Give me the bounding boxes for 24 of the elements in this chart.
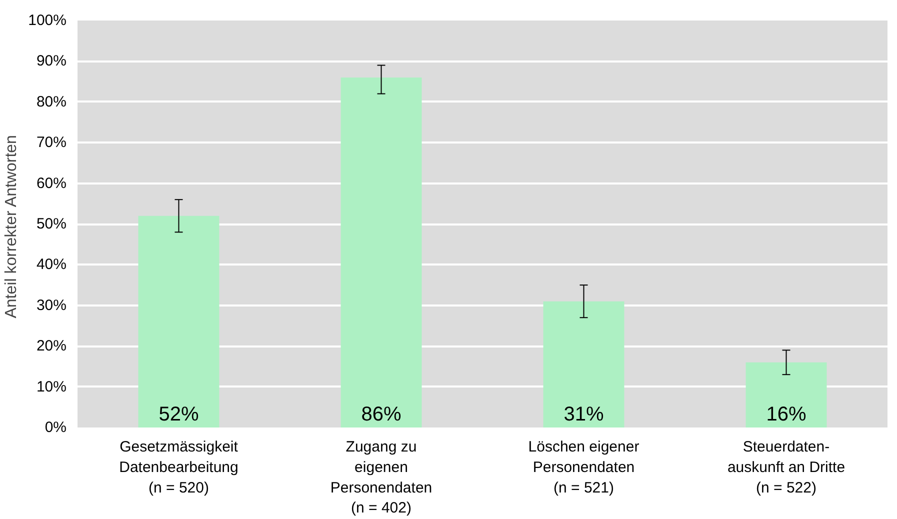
- y-axis-title: Anteil korrekter Antworten: [3, 135, 20, 318]
- bar: [340, 77, 422, 428]
- y-tick-label: 10%: [36, 378, 67, 396]
- y-tick-label: 70%: [36, 134, 67, 152]
- y-tick-label: 0%: [44, 419, 67, 436]
- x-tick-label: Gesetzmässigkeit Datenbearbeitung (n = 520): [119, 438, 239, 496]
- y-tick-label: 30%: [36, 296, 67, 314]
- x-tick-label: Steuerdaten- auskunft an Dritte (n = 522): [727, 438, 846, 496]
- data-label: 52%: [158, 404, 199, 426]
- y-tick-label: 80%: [36, 93, 67, 110]
- y-tick-label: 20%: [36, 338, 67, 355]
- data-label: 16%: [766, 404, 806, 426]
- data-label: 86%: [361, 404, 402, 426]
- y-tick-label: 90%: [36, 52, 67, 70]
- y-tick-label: 50%: [36, 216, 67, 232]
- bar: [746, 362, 827, 428]
- x-tick-label: Zugang zu eigenen Personendaten (n = 402): [330, 438, 432, 517]
- bar: [138, 216, 220, 428]
- y-tick-label: 60%: [36, 174, 67, 192]
- data-label: 31%: [564, 404, 604, 426]
- y-tick-label: 40%: [36, 256, 67, 274]
- y-tick-label: 100%: [28, 12, 67, 29]
- bar: [543, 301, 624, 428]
- x-tick-label: Löschen eigener Personendaten (n = 521): [528, 438, 640, 496]
